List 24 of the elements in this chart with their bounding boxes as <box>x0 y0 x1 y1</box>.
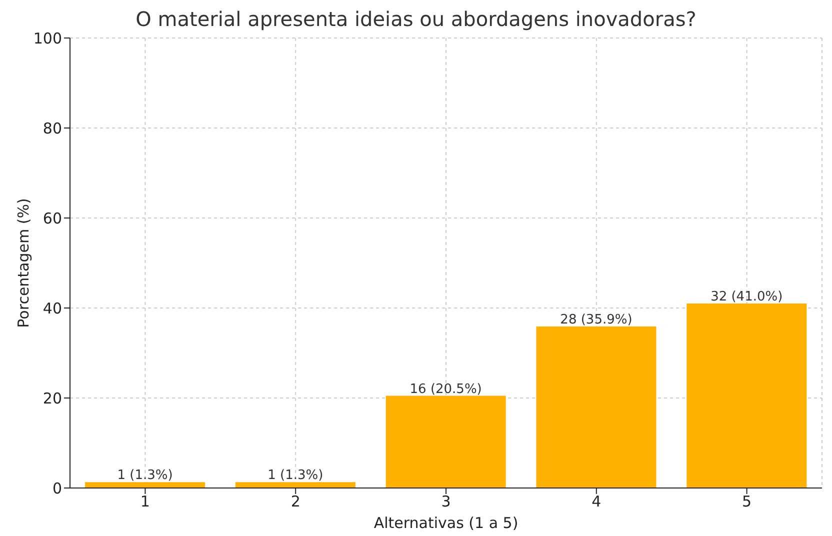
y-tick-label: 80 <box>42 119 62 138</box>
x-tick-label: 5 <box>742 492 752 511</box>
bar <box>85 482 206 488</box>
data-label: 28 (35.9%) <box>560 312 632 328</box>
y-axis-title: Porcentagem (%) <box>14 198 32 328</box>
data-label: 1 (1.3%) <box>117 468 173 484</box>
data-label: 32 (41.0%) <box>710 290 783 304</box>
x-tick-label: 3 <box>441 492 451 511</box>
y-tick-label: 60 <box>42 209 62 228</box>
x-tick-label: 4 <box>592 492 602 511</box>
bar <box>235 482 356 488</box>
x-axis-title: Alternativas (1 a 5) <box>374 514 518 532</box>
data-label: 16 (20.5%) <box>410 382 482 397</box>
y-tick-label: 40 <box>42 299 62 318</box>
y-tick-label: 100 <box>33 29 62 48</box>
bar <box>686 304 807 488</box>
chart-title: O material apresenta ideias ou abordagens inovadoras? <box>134 7 698 31</box>
data-label: 1 (1.3%) <box>268 468 324 484</box>
x-tick-label: 2 <box>290 492 300 511</box>
y-tick-label: 20 <box>42 389 62 408</box>
bar <box>536 326 656 488</box>
bar <box>386 396 506 488</box>
x-tick-label: 1 <box>140 492 150 511</box>
y-tick-label: 0 <box>52 479 62 498</box>
